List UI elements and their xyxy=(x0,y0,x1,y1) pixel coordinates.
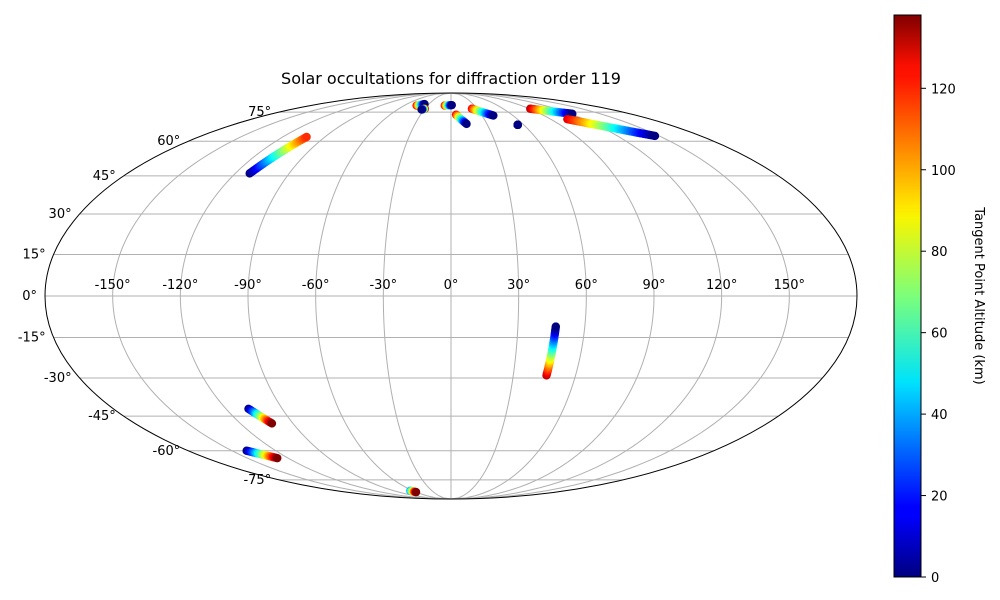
longitude-tick-label: 60° xyxy=(575,278,598,293)
scatter-point xyxy=(267,419,277,428)
longitude-tick-label: -150° xyxy=(95,278,131,293)
meridian-line xyxy=(382,93,452,499)
longitude-tick-label: 120° xyxy=(706,278,737,293)
latitude-tick-label: -15° xyxy=(18,331,46,346)
occultation-track xyxy=(440,100,456,110)
latitude-tick-label: 75° xyxy=(248,105,271,120)
latitude-tick-labels: -75° -60° -45° -30° -15° 0° 15° 30° 45° 60° 75° xyxy=(18,105,271,488)
latitude-tick-label: 45° xyxy=(93,169,116,184)
latitude-tick-label: 0° xyxy=(22,289,37,304)
longitude-tick-labels: -150° -120° -90° -60° -30° 0° 30° 60° 90° 120° 150… xyxy=(95,278,805,293)
colorbar-tick-label: 60 xyxy=(931,327,948,342)
occultation-track xyxy=(542,322,560,380)
colorbar-tick-label: 80 xyxy=(931,245,948,260)
colorbar-tick-label: 40 xyxy=(931,408,948,423)
occultation-track xyxy=(563,114,660,141)
longitude-tick-label: 30° xyxy=(507,278,530,293)
longitude-tick-label: 150° xyxy=(774,278,805,293)
longitude-tick-label: -60° xyxy=(302,278,330,293)
latitude-tick-label: 30° xyxy=(49,207,72,222)
longitude-tick-label: 90° xyxy=(642,278,665,293)
occultation-track xyxy=(417,104,430,114)
meridian-line xyxy=(315,93,452,499)
occultation-tracks xyxy=(242,99,660,497)
longitude-tick-label: -30° xyxy=(369,278,397,293)
colorbar-tick-label: 100 xyxy=(931,164,956,179)
colorbar-tick-label: 20 xyxy=(931,490,948,505)
occultation-track xyxy=(406,486,421,497)
colorbar-ticks: 0 20 40 60 80 100 120 xyxy=(921,82,956,586)
scatter-point xyxy=(411,487,421,497)
meridian-line xyxy=(450,93,655,499)
scatter-point xyxy=(489,111,498,120)
scatter-point xyxy=(650,131,660,141)
latitude-tick-label: 15° xyxy=(23,247,46,262)
occultation-track xyxy=(451,110,471,129)
meridian-line xyxy=(450,93,520,499)
scatter-point xyxy=(273,453,282,463)
colorbar-tick-label: 0 xyxy=(931,571,939,586)
latitude-tick-label: -60° xyxy=(153,444,181,459)
meridian-line xyxy=(247,93,452,499)
occultation-track xyxy=(245,132,311,178)
colorbar-tick-label: 120 xyxy=(931,82,956,97)
longitude-tick-label: -90° xyxy=(234,278,262,293)
occultation-track xyxy=(513,120,522,130)
latitude-tick-label: -30° xyxy=(44,371,72,386)
meridian-line xyxy=(450,93,587,499)
scatter-point xyxy=(447,100,456,110)
longitude-tick-label: 0° xyxy=(444,278,459,293)
occultation-track xyxy=(244,404,277,428)
scatter-point xyxy=(513,120,522,130)
scatter-point xyxy=(302,132,311,142)
longitude-tick-label: -120° xyxy=(162,278,198,293)
colorbar: 0 20 40 60 80 100 120 Tangent Point Altitude (… xyxy=(893,14,986,586)
meridian-line xyxy=(179,93,452,499)
meridian-line xyxy=(450,93,723,499)
scatter-point xyxy=(462,119,471,129)
scatter-point xyxy=(551,322,560,331)
meridian-line xyxy=(112,93,452,499)
chart-title: Solar occultations for diffraction order… xyxy=(281,69,621,88)
occultation-track xyxy=(467,104,498,120)
latitude-tick-label: 60° xyxy=(157,134,180,149)
latitude-tick-label: -45° xyxy=(88,409,116,424)
colorbar-gradient xyxy=(893,14,922,578)
occultation-track xyxy=(242,446,282,463)
scatter-point xyxy=(417,105,426,114)
colorbar-label: Tangent Point Altitude (km) xyxy=(971,206,986,384)
graticule-grid xyxy=(45,93,857,499)
meridian-line xyxy=(450,93,790,499)
map-outline xyxy=(44,92,858,500)
latitude-tick-label: -75° xyxy=(243,473,271,488)
